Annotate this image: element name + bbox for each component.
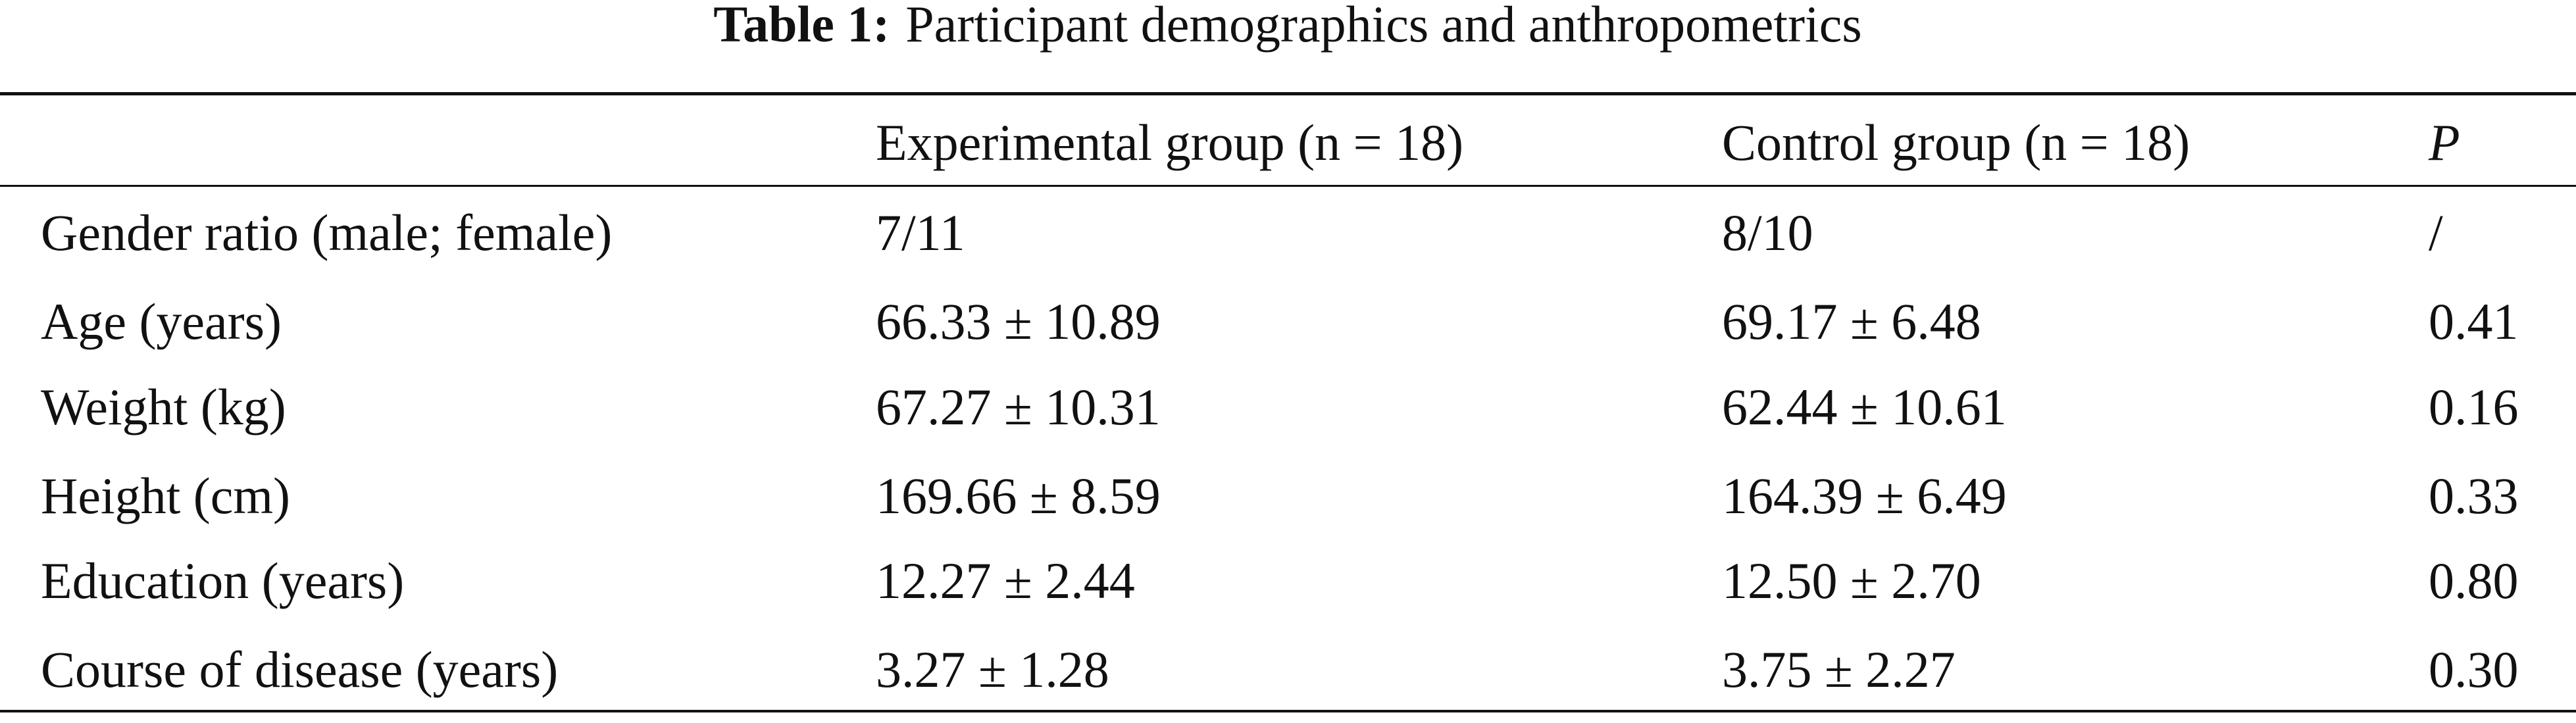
table-cell: 66.33 ± 10.89 [876,293,1161,350]
top-rule [0,92,2576,95]
table-cell: 12.27 ± 2.44 [876,552,1135,609]
caption-text: Participant demographics and anthropomet… [905,0,1861,53]
header-rule [0,185,2576,187]
table-cell: 3.75 ± 2.27 [1722,641,1956,698]
row-label: Gender ratio (male; female) [41,204,612,261]
table-cell: 164.39 ± 6.49 [1722,467,2007,524]
column-header: Experimental group (n = 18) [876,114,1463,171]
table-cell: 0.33 [2429,467,2519,524]
table-cell: 12.50 ± 2.70 [1722,552,1981,609]
table-cell: 8/10 [1722,204,1813,261]
caption-label: Table 1: [713,0,890,53]
column-header: Control group (n = 18) [1722,114,2190,171]
table-caption: Table 1: Participant demographics and ant… [713,0,1861,53]
table-cell: 0.16 [2429,378,2519,436]
bottom-rule [0,710,2576,712]
row-label: Height (cm) [41,467,290,524]
table-cell: 0.80 [2429,552,2519,609]
table-cell: 0.41 [2429,293,2519,350]
table-cell: 7/11 [876,204,965,261]
table-cell: / [2429,204,2443,261]
table-cell: 62.44 ± 10.61 [1722,378,2007,436]
table-cell: 3.27 ± 1.28 [876,641,1109,698]
row-label: Weight (kg) [41,378,286,436]
row-label: Education (years) [41,552,404,609]
table-cell: 169.66 ± 8.59 [876,467,1161,524]
table-cell: 67.27 ± 10.31 [876,378,1161,436]
table-cell: 69.17 ± 6.48 [1722,293,1981,350]
row-label: Age (years) [41,293,282,350]
row-label: Course of disease (years) [41,641,558,698]
column-header: P [2428,114,2460,171]
table-cell: 0.30 [2429,641,2519,698]
